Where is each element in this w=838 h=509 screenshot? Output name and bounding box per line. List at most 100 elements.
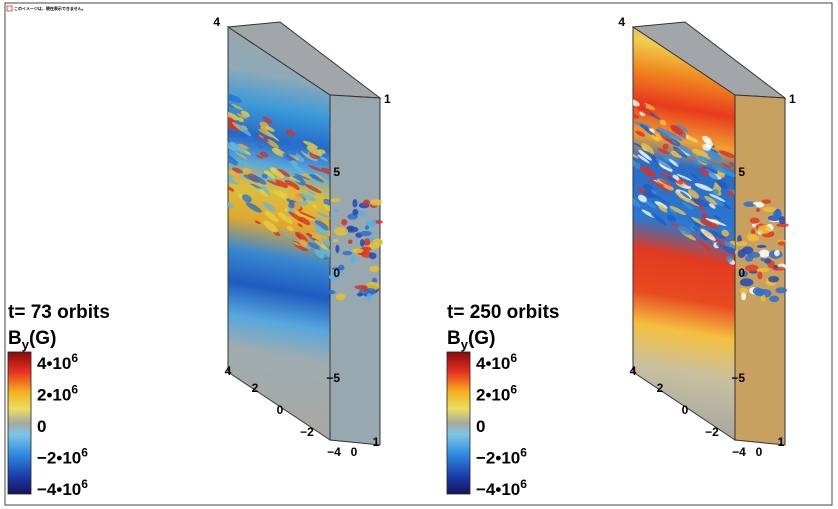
axis-label: 2 bbox=[252, 381, 259, 395]
turbulence bbox=[266, 179, 281, 187]
turbulence bbox=[292, 241, 301, 246]
turbulence bbox=[741, 292, 747, 301]
axis-label: −4 bbox=[327, 445, 341, 459]
turbulence bbox=[283, 232, 292, 239]
colorbar-exp: 6 bbox=[520, 446, 527, 460]
turbulence bbox=[724, 241, 735, 252]
turbulence bbox=[769, 295, 780, 303]
turbulence bbox=[667, 176, 677, 183]
turbulence bbox=[675, 124, 689, 133]
axis-label: 0 bbox=[738, 266, 745, 280]
turbulence bbox=[749, 217, 760, 224]
time-label: t= 73 orbits bbox=[8, 302, 110, 323]
turbulence bbox=[704, 168, 718, 180]
turbulence bbox=[722, 246, 735, 256]
axis-label: −5 bbox=[326, 371, 340, 385]
turbulence bbox=[293, 173, 311, 181]
turbulence bbox=[697, 239, 712, 252]
turbulence bbox=[662, 143, 669, 150]
turbulence bbox=[643, 150, 659, 163]
turbulence bbox=[309, 220, 324, 231]
turbulence bbox=[763, 206, 776, 213]
turbulence bbox=[687, 135, 696, 143]
turbulence bbox=[335, 293, 346, 301]
turbulence bbox=[772, 210, 782, 219]
turbulence bbox=[669, 207, 677, 214]
turbulence bbox=[727, 190, 735, 197]
colorbar-exp: 6 bbox=[510, 351, 517, 365]
turbulence bbox=[316, 211, 330, 219]
axis-label: 2 bbox=[657, 381, 664, 395]
turbulence bbox=[657, 127, 672, 139]
turbulence bbox=[299, 239, 308, 248]
turbulence bbox=[704, 195, 718, 206]
turbulence bbox=[360, 230, 372, 237]
turbulence bbox=[666, 215, 677, 222]
turbulence bbox=[314, 220, 329, 231]
turbulence bbox=[650, 189, 657, 195]
turbulence bbox=[237, 143, 249, 150]
colorbar-base: −4•10 bbox=[476, 480, 520, 499]
colorbar-base: 4•10 bbox=[37, 354, 71, 373]
turbulence bbox=[293, 175, 306, 186]
notice: このイメージは、現在表示できません。 bbox=[14, 5, 86, 11]
turbulence bbox=[774, 249, 780, 257]
turbulence bbox=[314, 172, 327, 183]
colorbar-exp: 6 bbox=[81, 477, 88, 491]
turbulence bbox=[633, 141, 644, 149]
turbulence bbox=[298, 211, 316, 219]
axis-label: 1 bbox=[373, 435, 380, 449]
turbulence bbox=[657, 148, 670, 154]
turbulence bbox=[307, 242, 323, 251]
turbulence bbox=[757, 271, 763, 280]
turbulence bbox=[658, 204, 668, 213]
colorbar-label: −2•106 bbox=[476, 446, 527, 468]
turbulence bbox=[304, 183, 322, 194]
axis-label: −4 bbox=[732, 445, 746, 459]
axis-label: 0 bbox=[682, 403, 689, 417]
turbulence bbox=[363, 287, 368, 292]
colorbar-base: 4•10 bbox=[476, 354, 510, 373]
turbulence bbox=[369, 252, 377, 260]
turbulence bbox=[352, 199, 358, 208]
turbulence bbox=[319, 237, 330, 247]
turbulence bbox=[308, 165, 323, 172]
turbulence bbox=[637, 154, 650, 164]
turbulence bbox=[695, 155, 712, 165]
turbulence bbox=[250, 183, 262, 189]
turbulence bbox=[342, 250, 353, 256]
turbulence bbox=[269, 167, 285, 179]
axis-label: −2 bbox=[705, 425, 719, 439]
turbulence bbox=[647, 127, 655, 133]
turbulence bbox=[712, 215, 722, 220]
turbulence bbox=[760, 257, 765, 262]
turbulence bbox=[242, 167, 252, 176]
turbulence bbox=[346, 225, 355, 232]
turbulence bbox=[633, 195, 641, 208]
turbulence bbox=[650, 213, 667, 225]
axis-label: 4 bbox=[225, 364, 232, 378]
turbulence bbox=[670, 150, 683, 158]
turbulence bbox=[643, 190, 654, 199]
colorbar bbox=[7, 351, 32, 495]
turbulence bbox=[659, 179, 675, 188]
colorbar-label: 2•106 bbox=[37, 383, 78, 405]
turbulence bbox=[633, 159, 641, 169]
turbulence bbox=[277, 168, 290, 177]
turbulence bbox=[328, 273, 340, 281]
turbulence bbox=[716, 242, 723, 248]
turbulence bbox=[228, 94, 242, 103]
colorbar-label: −2•106 bbox=[37, 446, 88, 468]
turbulence bbox=[228, 201, 234, 209]
turbulence bbox=[677, 225, 693, 236]
turbulence bbox=[678, 134, 687, 139]
turbulence bbox=[755, 207, 761, 213]
turbulence bbox=[356, 292, 363, 297]
turbulence bbox=[689, 225, 697, 232]
field-symbol: B bbox=[8, 328, 22, 349]
turbulence bbox=[228, 111, 239, 121]
turbulence bbox=[761, 199, 772, 204]
turbulence bbox=[721, 163, 731, 168]
turbulence bbox=[286, 225, 294, 232]
turbulence bbox=[228, 170, 239, 179]
